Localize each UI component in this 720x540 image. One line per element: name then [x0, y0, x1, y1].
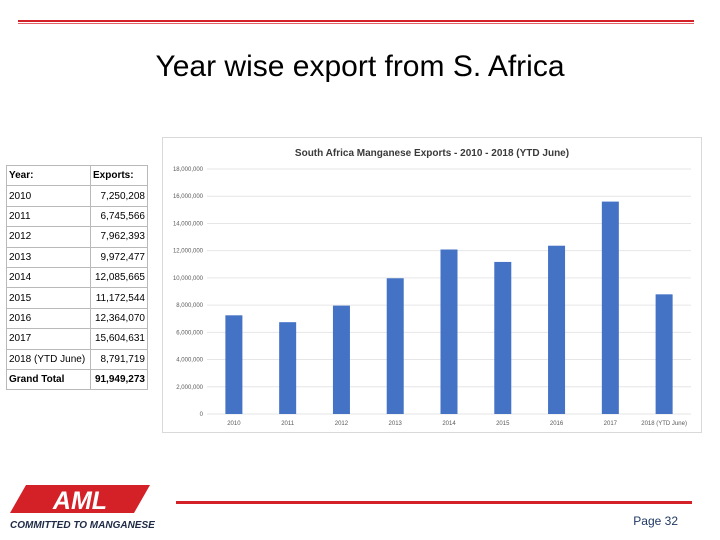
y-tick-label: 14,000,000 [173, 221, 204, 227]
bottom-divider [176, 501, 692, 504]
y-tick-label: 2,000,000 [176, 385, 203, 391]
y-tick-label: 18,000,000 [173, 167, 204, 173]
bar-2014 [440, 249, 458, 414]
exports-cell: 8,791,719 [90, 348, 148, 370]
page-number: Page 32 [633, 514, 678, 528]
exports-cell: 12,085,665 [90, 266, 148, 289]
bar-2012 [332, 305, 350, 414]
exports-cell: 6,745,566 [90, 205, 148, 228]
exports-cell: 7,250,208 [90, 185, 148, 207]
exports-table: Year: Exports: 2010 7,250,208 2011 6,745,5… [6, 164, 148, 391]
y-tick-label: 10,000,000 [173, 276, 204, 282]
table-row: 2016 12,364,070 [6, 307, 148, 330]
x-tick-label: 2015 [496, 421, 510, 427]
x-tick-label: 2011 [281, 421, 295, 427]
x-tick-label: 2018 (YTD June) [641, 421, 687, 427]
table-row: 2010 7,250,208 [6, 185, 148, 207]
exports-cell: 11,172,544 [90, 287, 148, 309]
top-divider [18, 20, 694, 24]
bar-2016 [548, 245, 566, 414]
logo-brand-text: AML [52, 487, 107, 515]
table-row: 2015 11,172,544 [6, 287, 148, 309]
year-cell: 2011 [6, 205, 91, 228]
year-cell: 2018 (YTD June) [6, 348, 91, 370]
bar-2015 [494, 261, 512, 414]
year-cell: 2015 [6, 287, 91, 309]
grand-total-label: Grand Total [6, 368, 91, 391]
header-exports: Exports: [90, 164, 148, 187]
table-header-row: Year: Exports: [6, 164, 148, 187]
x-tick-label: 2014 [442, 421, 456, 427]
x-tick-label: 2016 [550, 421, 564, 427]
x-tick-label: 2013 [389, 421, 403, 427]
table-row: 2011 6,745,566 [6, 205, 148, 228]
y-tick-label: 12,000,000 [173, 249, 204, 255]
table-row: 2014 12,085,665 [6, 266, 148, 289]
exports-cell: 12,364,070 [90, 307, 148, 330]
year-cell: 2012 [6, 226, 91, 248]
header-year: Year: [6, 164, 91, 187]
bar-2017 [601, 201, 619, 414]
x-tick-label: 2012 [335, 421, 349, 427]
x-tick-label: 2010 [227, 421, 241, 427]
table-row: 2013 9,972,477 [6, 246, 148, 268]
logo-tagline: COMMITTED TO MANGANESE [10, 520, 155, 531]
year-cell: 2014 [6, 266, 91, 289]
exports-cell: 15,604,631 [90, 328, 148, 350]
y-tick-label: 0 [200, 412, 204, 418]
slide-title: Year wise export from S. Africa [155, 50, 565, 83]
table-total-row: Grand Total 91,949,273 [6, 368, 148, 391]
bar-chart: South Africa Manganese Exports - 2010 - … [162, 137, 702, 433]
table-row: 2017 15,604,631 [6, 328, 148, 350]
exports-cell: 7,962,393 [90, 226, 148, 248]
y-tick-label: 8,000,000 [176, 303, 203, 309]
year-cell: 2017 [6, 328, 91, 350]
exports-cell: 9,972,477 [90, 246, 148, 268]
grand-total-value: 91,949,273 [90, 368, 148, 391]
bar-2011 [279, 322, 297, 414]
year-cell: 2013 [6, 246, 91, 268]
logo-parallelogram [10, 485, 150, 513]
y-tick-label: 4,000,000 [176, 358, 203, 364]
year-cell: 2016 [6, 307, 91, 330]
y-tick-label: 6,000,000 [176, 330, 203, 336]
chart-title: South Africa Manganese Exports - 2010 - … [295, 148, 569, 159]
bar-2013 [386, 278, 404, 414]
bar-2018-ytd-june- [655, 294, 673, 414]
chart-canvas: South Africa Manganese Exports - 2010 - … [173, 148, 691, 427]
x-tick-label: 2017 [604, 421, 618, 427]
year-cell: 2010 [6, 185, 91, 207]
y-tick-label: 16,000,000 [173, 194, 204, 200]
aml-logo: AML COMMITTED TO MANGANESE [10, 485, 155, 531]
table-row: 2012 7,962,393 [6, 226, 148, 248]
table-row: 2018 (YTD June) 8,791,719 [6, 348, 148, 370]
bar-2010 [225, 315, 243, 414]
